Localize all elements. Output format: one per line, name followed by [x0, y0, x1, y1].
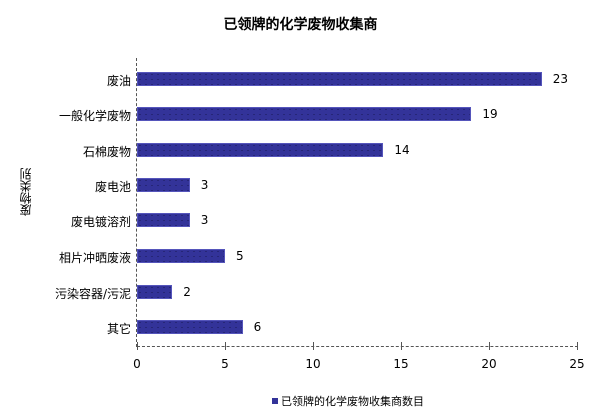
category-label: 废电池 — [94, 180, 131, 194]
x-tick-mark — [137, 342, 138, 350]
x-tick-label: 20 — [481, 357, 497, 371]
y-axis-line — [136, 58, 138, 347]
bar-value-label: 19 — [482, 107, 498, 121]
x-tick-mark — [401, 342, 402, 350]
bar-value-label: 14 — [394, 143, 410, 157]
bar — [137, 285, 173, 299]
bar-value-label: 6 — [253, 320, 262, 334]
bar-value-label: 3 — [200, 178, 209, 192]
bar — [137, 178, 190, 192]
bar-value-label: 5 — [236, 249, 244, 263]
x-tick-mark — [489, 342, 490, 350]
category-label: 相片冲晒废液 — [58, 251, 131, 265]
x-tick-mark — [225, 342, 226, 350]
category-label: 污染容器/污泥 — [54, 287, 131, 301]
legend-label: 已领牌的化学废物收集商数目 — [281, 395, 424, 408]
bar-value-label: 3 — [200, 213, 209, 227]
category-label: 废电镀溶剂 — [70, 215, 131, 229]
bar-value-label: 23 — [552, 72, 569, 86]
category-label: 一般化学废物 — [58, 109, 131, 123]
category-label: 其它 — [106, 322, 131, 336]
x-tick-mark — [577, 342, 578, 350]
bar — [137, 143, 384, 157]
legend-swatch-icon — [272, 398, 278, 404]
x-tick-label: 25 — [569, 357, 585, 371]
bar — [137, 107, 472, 121]
bar — [137, 249, 225, 263]
bar-value-label: 2 — [183, 285, 191, 299]
x-axis-line — [137, 346, 578, 347]
x-tick-label: 15 — [393, 357, 409, 371]
legend: 已领牌的化学废物收集商数目 — [272, 393, 424, 409]
category-label: 石棉废物 — [82, 145, 131, 159]
x-tick-label: 10 — [305, 357, 321, 371]
x-tick-mark — [313, 342, 314, 350]
category-label: 废油 — [106, 74, 131, 88]
x-tick-label: 0 — [133, 357, 141, 371]
bar — [137, 72, 542, 86]
chart-title: 已领牌的化学废物收集商 — [223, 17, 378, 33]
bar — [137, 320, 243, 334]
x-tick-label: 5 — [221, 357, 229, 371]
bar — [137, 213, 190, 227]
